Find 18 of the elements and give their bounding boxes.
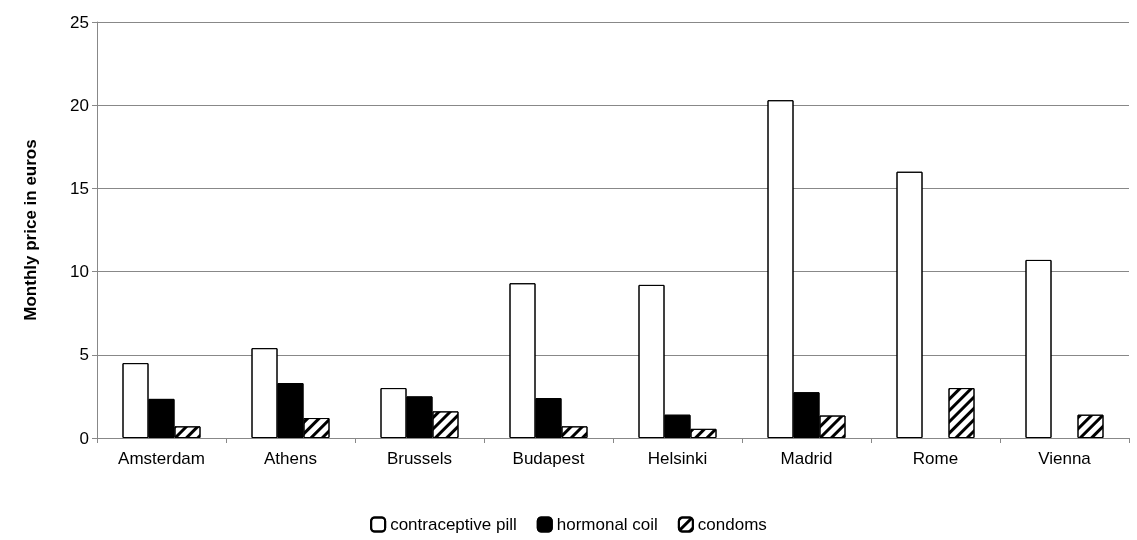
y-tick-label: 20 xyxy=(70,95,89,115)
y-tick-label: 5 xyxy=(79,345,89,365)
y-tick-label: 10 xyxy=(70,262,89,282)
legend-label: hormonal coil xyxy=(556,515,658,534)
x-tick-label: Rome xyxy=(912,449,959,468)
x-tick-label: Brussels xyxy=(386,449,453,468)
y-tick-label: 15 xyxy=(70,178,89,198)
x-tick-label: Budapest xyxy=(512,449,585,468)
y-axis-title: Monthly price in euros xyxy=(21,139,40,321)
y-tick-label: 0 xyxy=(79,428,89,448)
x-tick-label: Madrid xyxy=(780,449,833,468)
x-tick-label: Amsterdam xyxy=(118,449,205,468)
x-tick-label: Vienna xyxy=(1038,449,1092,468)
x-tick-label: Helsinki xyxy=(647,449,708,468)
y-tick-label: 25 xyxy=(70,12,89,32)
x-tick-label: Athens xyxy=(264,449,317,468)
legend-label: contraceptive pill xyxy=(390,515,517,534)
legend-label: condoms xyxy=(697,515,767,534)
